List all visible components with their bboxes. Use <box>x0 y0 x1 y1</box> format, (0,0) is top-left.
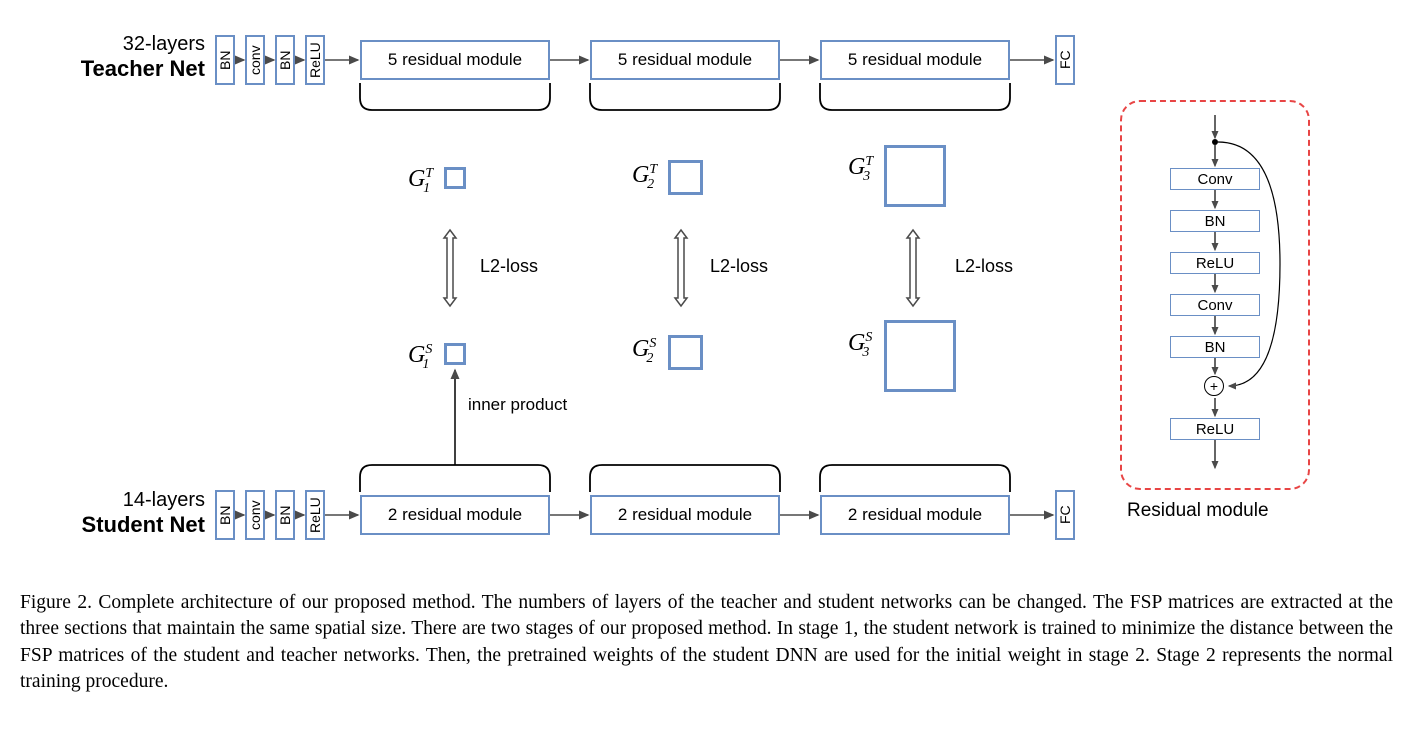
rm-bn1: BN <box>1170 210 1260 232</box>
student-fc: FC <box>1055 490 1075 540</box>
l2-loss-3: L2-loss <box>955 256 1013 277</box>
teacher-bn1: BN <box>215 35 235 85</box>
figure-caption: Figure 2. Complete architecture of our p… <box>20 590 1393 695</box>
gt1-box <box>444 167 466 189</box>
rm-conv2: Conv <box>1170 294 1260 316</box>
student-conv: conv <box>245 490 265 540</box>
teacher-relu: ReLU <box>305 35 325 85</box>
gs3-label: GS3 <box>848 330 869 361</box>
student-relu: ReLU <box>305 490 325 540</box>
teacher-module-1: 5 residual module <box>360 40 550 80</box>
gt2-label: GT2 <box>632 162 654 193</box>
inner-product-label: inner product <box>468 395 567 415</box>
rm-relu1: ReLU <box>1170 252 1260 274</box>
gs1-label: GS1 <box>408 342 429 373</box>
gs3-box <box>884 320 956 392</box>
student-bn1: BN <box>215 490 235 540</box>
student-module-3: 2 residual module <box>820 495 1010 535</box>
figure-container: 32-layers Teacher Net 14-layers Student … <box>20 20 1393 580</box>
residual-title: Residual module <box>1127 500 1269 522</box>
rm-conv1: Conv <box>1170 168 1260 190</box>
gs2-label: GS2 <box>632 336 653 367</box>
teacher-net: Teacher Net <box>81 56 205 81</box>
gs1-box <box>444 343 466 365</box>
gs2-box <box>668 335 703 370</box>
teacher-conv: conv <box>245 35 265 85</box>
rm-bn2: BN <box>1170 336 1260 358</box>
gt2-box <box>668 160 703 195</box>
teacher-fc: FC <box>1055 35 1075 85</box>
gt3-box <box>884 145 946 207</box>
student-label: 14-layers Student Net <box>80 488 205 538</box>
teacher-module-3: 5 residual module <box>820 40 1010 80</box>
teacher-layers: 32-layers <box>123 33 205 55</box>
rm-plus-icon: + <box>1204 376 1224 396</box>
gt3-label: GT3 <box>848 154 870 185</box>
teacher-bn2: BN <box>275 35 295 85</box>
teacher-label: 32-layers Teacher Net <box>80 32 205 82</box>
rm-relu2: ReLU <box>1170 418 1260 440</box>
student-layers: 14-layers <box>123 489 205 511</box>
l2-loss-1: L2-loss <box>480 256 538 277</box>
student-module-1: 2 residual module <box>360 495 550 535</box>
teacher-module-2: 5 residual module <box>590 40 780 80</box>
student-module-2: 2 residual module <box>590 495 780 535</box>
student-bn2: BN <box>275 490 295 540</box>
gt1-label: GT1 <box>408 166 430 197</box>
student-net: Student Net <box>82 512 205 537</box>
l2-loss-2: L2-loss <box>710 256 768 277</box>
